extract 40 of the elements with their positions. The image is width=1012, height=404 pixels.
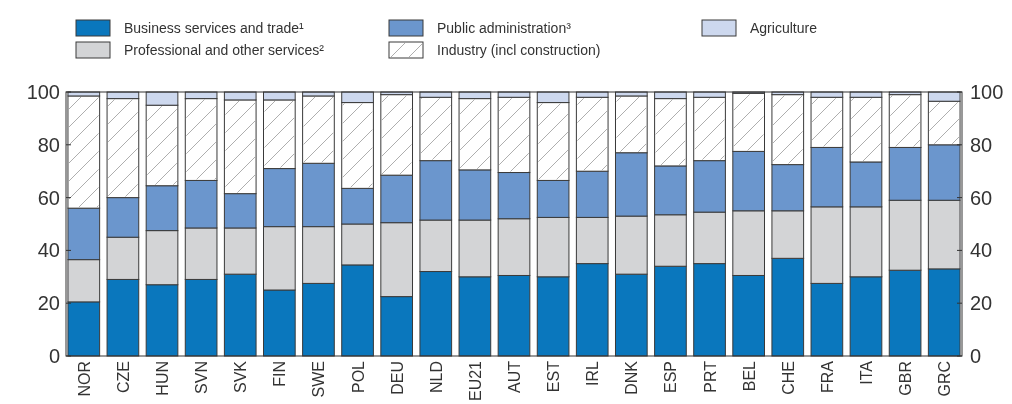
y2-tick-label: 100 [970,81,1004,103]
y2-tick-label: 80 [970,133,993,156]
x-tick-label: GBR [897,361,915,396]
x-tick-label: IRL [584,360,602,386]
y2-tick-label: 20 [970,292,993,315]
legend-label: Professional and other services² [124,42,325,58]
x-tick-label: PRT [701,360,719,393]
x-tick-label: CHE [779,361,797,395]
x-tick-label: HUN [154,361,172,396]
x-tick-label: EU21 [466,360,484,402]
x-tick-label: ITA [857,360,875,385]
legend-label: Industry (incl construction) [437,42,601,58]
legend-label: Public administration³ [437,20,572,36]
y-tick-label: 100 [26,81,60,103]
y-tick-label: 0 [48,345,60,367]
x-tick-label: DNK [623,360,641,395]
y-tick-label: 20 [37,292,60,315]
x-tick-label: EST [545,360,563,393]
x-tick-label: SVK [232,360,250,394]
x-tick-label: FIN [271,361,289,387]
x-tick-label: NLD [427,361,445,394]
y2-tick-label: 40 [970,239,993,262]
y-tick-label: 40 [37,239,60,262]
legend-label: Agriculture [750,20,818,36]
x-tick-label: FRA [818,360,836,393]
y-tick-label: 80 [37,133,60,156]
x-tick-label: CZE [114,361,132,393]
x-tick-label: DEU [388,361,406,395]
legend-label: Business services and trade¹ [124,20,305,36]
x-tick-label: AUT [506,360,523,393]
x-tick-label: SVN [193,361,211,394]
y2-tick-label: 60 [970,186,993,209]
x-tick-label: BEL [740,360,758,392]
y-tick-label: 60 [37,186,60,209]
x-tick-label: GRC [936,361,954,397]
x-tick-label: NOR [75,361,93,397]
x-tick-label: ESP [662,361,680,394]
y2-tick-label: 0 [970,345,982,367]
x-tick-label: SWE [310,361,328,398]
x-tick-label: POL [349,360,367,394]
